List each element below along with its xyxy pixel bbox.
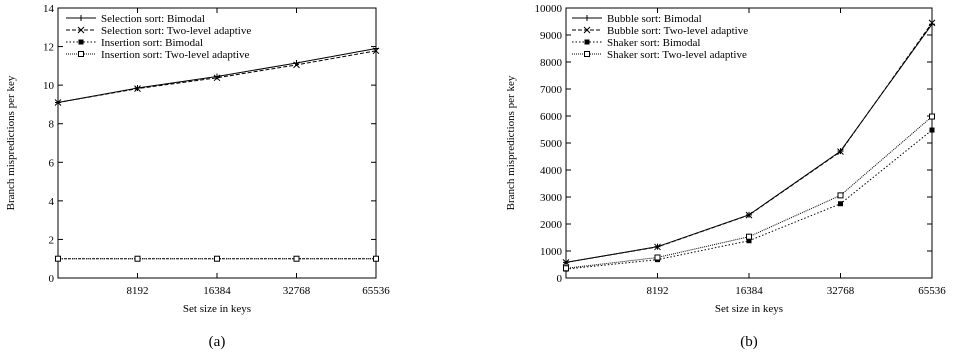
data-point	[134, 85, 141, 92]
y-tick-label: 5000	[540, 138, 563, 150]
x-tick-label: 65536	[362, 285, 390, 297]
y-tick-label: 0	[49, 273, 55, 285]
x-tick-label: 8192	[127, 285, 149, 297]
y-tick-label: 14	[43, 3, 55, 15]
chart-a: 0 2 4 6 8 10 12 14 8192 16384 32768 65536 Set size i…	[5, 3, 390, 350]
y-tick-label: 6000	[540, 111, 563, 123]
data-point	[134, 255, 141, 262]
x-tick-label: 32768	[283, 285, 311, 297]
x-axis-label: Set size in keys	[183, 303, 251, 315]
data-point	[55, 255, 61, 262]
data-point	[929, 113, 935, 120]
y-axis-label: Branch mispredictions per key	[5, 75, 17, 210]
legend-marker	[584, 51, 590, 57]
data-point	[746, 238, 752, 244]
legend-entry: Selection sort: Bimodal	[101, 13, 205, 25]
legend-marker	[77, 26, 85, 34]
x-axis-label: Set size in keys	[715, 303, 783, 315]
y-tick-label: 12	[43, 42, 54, 54]
data-point	[745, 211, 753, 219]
x-tick-label: 65536	[918, 285, 946, 297]
legend-entry: Bubble sort: Bimodal	[607, 13, 702, 25]
y-tick-label: 8000	[540, 57, 563, 69]
data-point	[654, 243, 661, 251]
y-tick-label: 9000	[540, 30, 563, 42]
x-tick-label: 8192	[647, 285, 669, 297]
data-point	[837, 148, 844, 155]
data-point	[562, 258, 570, 266]
legend-entry: Bubble sort: Two-level adaptive	[607, 25, 748, 37]
y-tick-label: 4	[49, 196, 55, 208]
series-line	[565, 116, 933, 269]
data-point	[213, 74, 221, 82]
y-tick-label: 8	[49, 119, 55, 131]
legend-entry: Selection sort: Two-level adaptive	[101, 25, 251, 37]
series-line	[565, 129, 933, 270]
data-point	[214, 255, 220, 262]
legend-entry: Insertion sort: Bimodal	[101, 37, 203, 49]
data-point	[293, 61, 300, 69]
chart-b: 0 1000 2000 3000 4000 5000 6000 7000 8000 9000 100…	[505, 3, 946, 350]
legend-marker	[78, 15, 84, 21]
data-point	[654, 254, 661, 261]
data-point	[563, 265, 569, 272]
data-point	[373, 255, 379, 262]
y-tick-label: 0	[557, 273, 563, 285]
legend-marker	[78, 39, 84, 45]
data-point	[372, 47, 380, 55]
data-point	[929, 127, 935, 133]
legend-marker	[583, 26, 591, 34]
legend-entry: Insertion sort: Two-level adaptive	[101, 49, 250, 61]
x-tick-label: 16384	[735, 285, 763, 297]
x-tick-label: 32768	[827, 285, 855, 297]
y-tick-label: 10	[43, 80, 55, 92]
data-point	[837, 192, 844, 199]
x-tick-label: 16384	[203, 285, 231, 297]
y-tick-label: 7000	[540, 84, 563, 96]
legend-entry: Shaker sort: Bimodal	[607, 37, 701, 49]
data-point	[54, 99, 62, 106]
y-tick-label: 1000	[540, 246, 563, 258]
data-point	[928, 19, 936, 27]
subfigure-caption: (b)	[740, 334, 758, 350]
y-tick-label: 2000	[540, 219, 563, 231]
data-point	[293, 255, 300, 262]
y-tick-label: 3000	[540, 192, 563, 204]
data-point	[838, 201, 843, 207]
legend-marker	[584, 15, 590, 21]
y-tick-label: 10000	[535, 3, 563, 15]
y-tick-label: 6	[49, 157, 55, 169]
legend-marker	[584, 39, 590, 45]
data-point	[746, 233, 752, 240]
y-tick-label: 2	[49, 234, 55, 246]
legend-marker	[78, 51, 84, 57]
y-tick-label: 4000	[540, 165, 563, 177]
y-axis-label: Branch mispredictions per key	[505, 75, 517, 210]
legend-entry: Shaker sort: Two-level adaptive	[607, 49, 747, 61]
subfigure-caption: (a)	[209, 334, 226, 350]
